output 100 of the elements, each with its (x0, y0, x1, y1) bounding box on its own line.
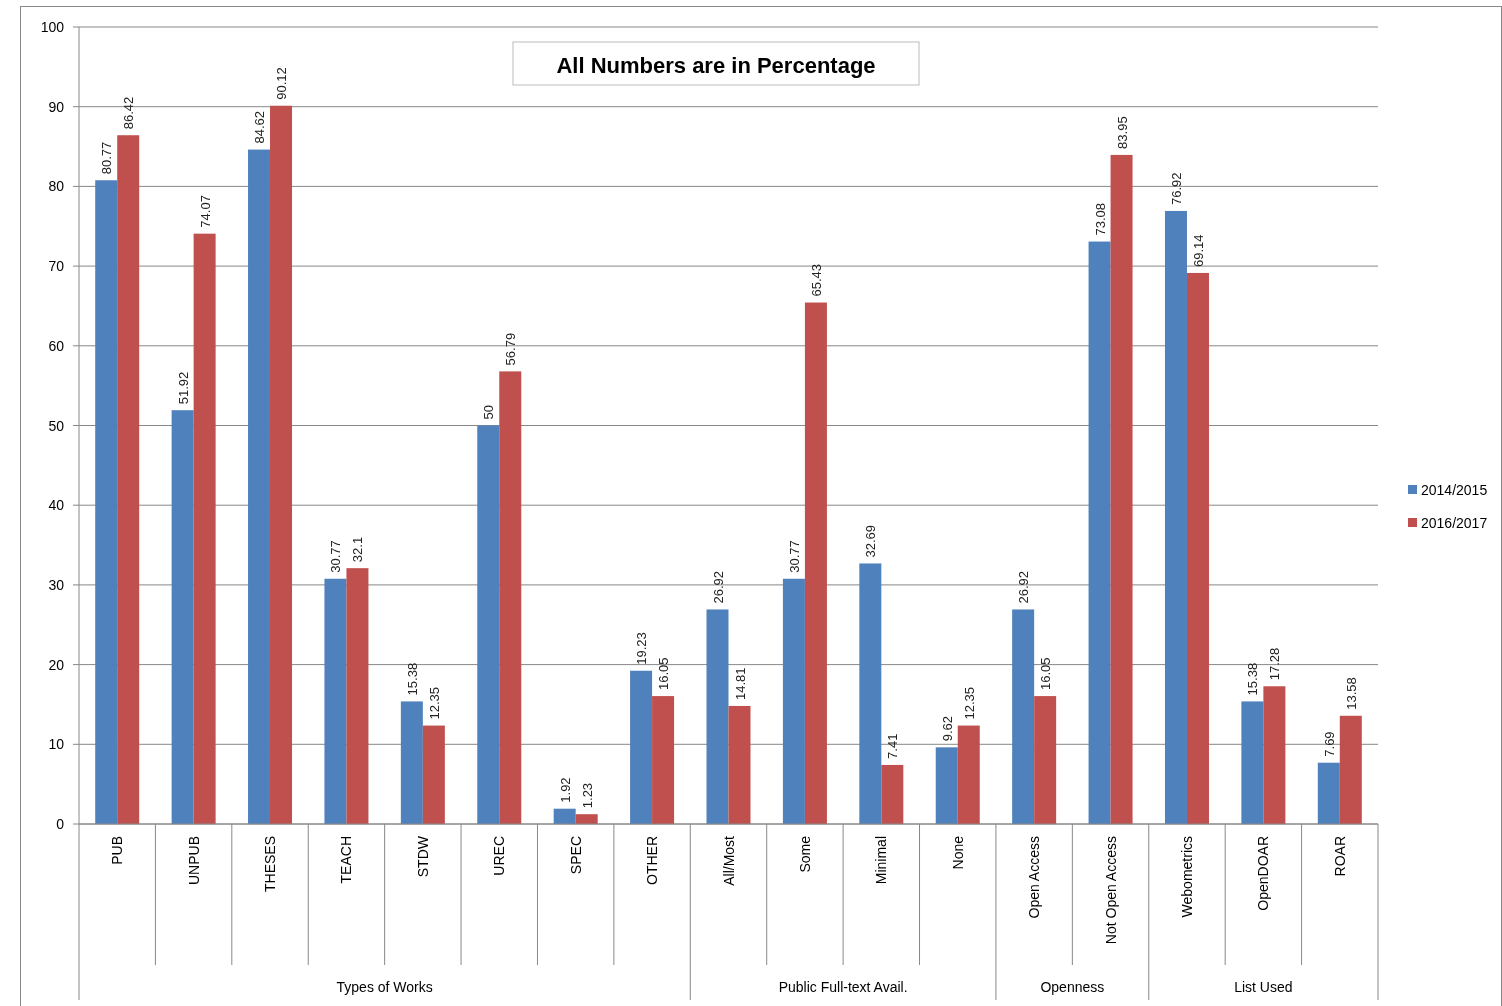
y-tick-label: 10 (48, 736, 65, 753)
text: Types of Works (336, 979, 433, 995)
y-tick-label: 20 (48, 656, 65, 673)
bar (728, 705, 751, 824)
data-label: 12.35 (426, 687, 442, 720)
x-tick-label: UREC (491, 836, 508, 876)
x-tick-label: OTHER (644, 836, 661, 885)
bar (630, 670, 653, 824)
bar (957, 725, 980, 824)
bar (248, 149, 271, 824)
bar (652, 696, 675, 824)
bar (1186, 272, 1209, 824)
x-tick-label: STDW (414, 835, 431, 878)
data-label: 14.81 (732, 667, 748, 700)
data-label: 56.79 (503, 332, 519, 366)
bar (553, 808, 576, 824)
data-label: 19.23 (634, 632, 650, 665)
x-tick-label: Open Access (1026, 836, 1043, 919)
data-label: 74.07 (197, 195, 213, 228)
bar (881, 764, 904, 824)
bar (400, 701, 423, 824)
data-label: 26.92 (710, 570, 726, 604)
data-label: 86.42 (121, 96, 137, 130)
data-label: 30.77 (786, 540, 802, 573)
x-tick-label: Not Open Access (1102, 836, 1119, 945)
data-label: 83.95 (1114, 116, 1130, 149)
data-label: 16.05 (1038, 657, 1054, 691)
bar (1088, 241, 1111, 824)
text: Openness (1040, 979, 1105, 995)
y-tick-label: 70 (48, 258, 65, 275)
legend-label: 2014/2015 (1421, 482, 1488, 498)
data-label: 15.38 (1245, 662, 1261, 696)
bar (1339, 715, 1362, 824)
bar (324, 578, 347, 824)
bar (193, 233, 216, 824)
bar (499, 371, 522, 824)
x-tick-label: Some (796, 835, 813, 873)
x-tick-label: All/Most (720, 835, 737, 886)
bar (575, 814, 598, 824)
data-label: 76.92 (1168, 172, 1184, 205)
legend-label: 2016/2017 (1421, 515, 1488, 531)
bar (477, 425, 500, 824)
data-label: 51.92 (175, 371, 191, 405)
bar (859, 563, 882, 824)
data-label: 16.05 (656, 657, 672, 691)
y-tick-label: 30 (48, 576, 65, 593)
data-label: 73.08 (1092, 203, 1108, 236)
y-tick-label: 50 (48, 417, 65, 434)
y-tick-label: 100 (40, 19, 65, 35)
data-label: 65.43 (808, 263, 824, 297)
x-tick-label: TEACH (338, 836, 355, 884)
y-tick-label: 90 (48, 98, 65, 115)
bar (1263, 686, 1286, 824)
data-label: 7.41 (885, 733, 901, 759)
x-tick-label: ROAR (1331, 836, 1348, 877)
bar (782, 578, 805, 824)
bar (270, 105, 293, 824)
bar (706, 609, 729, 824)
x-tick-label: Minimal (873, 836, 890, 885)
x-tick-label: THESES (262, 836, 279, 893)
data-label: 12.35 (961, 687, 977, 720)
x-tick-label: OpenDOAR (1255, 836, 1272, 911)
data-label: 32.1 (350, 536, 366, 563)
data-label: 1.92 (557, 777, 573, 803)
y-tick-label: 60 (48, 337, 65, 354)
data-label: 50 (481, 405, 497, 420)
bar (804, 302, 827, 824)
bar (117, 135, 140, 824)
x-tick-label: SPEC (567, 836, 584, 875)
y-tick-label: 80 (48, 178, 65, 195)
bar (1317, 762, 1340, 824)
data-label: 13.58 (1343, 677, 1359, 710)
data-label: 7.69 (1321, 731, 1337, 757)
y-tick-label: 40 (48, 497, 65, 514)
x-tick-label: None (949, 835, 966, 870)
x-tick-label: UNPUB (185, 836, 202, 886)
text: All Numbers are in Percentage (556, 53, 876, 78)
text: List Used (1234, 979, 1293, 995)
data-label: 26.92 (1016, 570, 1032, 604)
bar (1034, 696, 1057, 824)
data-label: 30.77 (328, 540, 344, 573)
data-label: 32.69 (863, 524, 879, 558)
data-label: 84.62 (252, 111, 268, 144)
x-tick-label: PUB (109, 836, 126, 865)
bar (935, 747, 958, 824)
bar (1012, 609, 1035, 824)
y-tick-label: 0 (56, 816, 65, 832)
bar (95, 180, 118, 824)
data-label: 69.14 (1190, 234, 1206, 267)
data-label: 15.38 (404, 662, 420, 696)
data-label: 17.28 (1267, 647, 1283, 681)
data-label: 90.12 (274, 67, 290, 100)
bar (1164, 210, 1187, 824)
data-label: 80.77 (99, 141, 115, 175)
bar (171, 410, 194, 824)
data-label: 9.62 (939, 716, 955, 742)
bar (422, 725, 445, 824)
data-label: 1.23 (579, 782, 595, 809)
text: Public Full-text Avail. (778, 979, 908, 995)
x-tick-label: Webometrics (1178, 836, 1195, 918)
